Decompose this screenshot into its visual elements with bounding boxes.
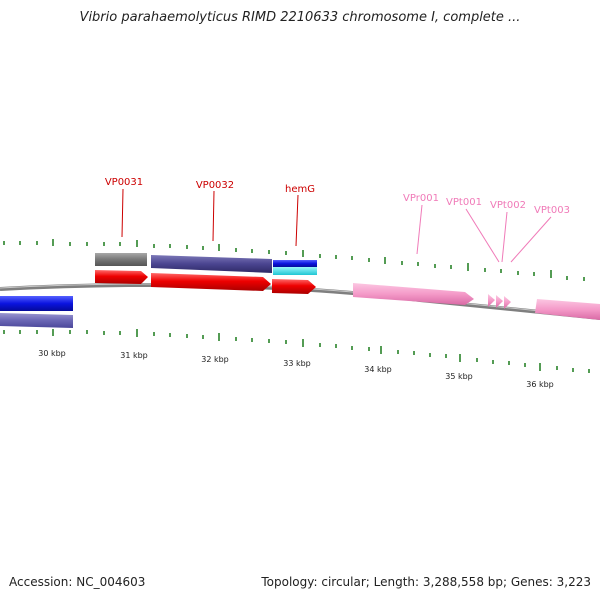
- cog-feature-slate[interactable]: [151, 255, 272, 273]
- trna-arrow-vpt003[interactable]: [504, 296, 511, 309]
- gene-label-vp0032[interactable]: VP0032: [196, 180, 234, 191]
- rna-feature-row: [353, 283, 600, 320]
- cog-feature-row: [0, 253, 317, 328]
- gene-label-vpt002[interactable]: VPt002: [490, 200, 526, 211]
- accession-text: Accession: NC_004603: [9, 575, 146, 589]
- scale-label-33: 33 kbp: [283, 359, 311, 368]
- label-leaders: [121, 188, 552, 263]
- cog-feature-cyan[interactable]: [273, 267, 317, 275]
- gene-labels: VP0031 VP0032 hemG VPr001 VPt001 VPt002 …: [105, 177, 570, 216]
- cds-arrow-vp0031[interactable]: [95, 270, 148, 284]
- cog-feature-gray[interactable]: [95, 253, 147, 266]
- scale-label-31: 31 kbp: [120, 351, 148, 360]
- scale-labels: 30 kbp 31 kbp 32 kbp 33 kbp 34 kbp 35 kb…: [38, 349, 554, 389]
- gene-label-vp0031[interactable]: VP0031: [105, 177, 143, 188]
- genome-summary-text: Topology: circular; Length: 3,288,558 bp…: [261, 575, 591, 589]
- map-title: Vibrio parahaemolyticus RIMD 2210633 chr…: [79, 10, 521, 25]
- scale-label-36: 36 kbp: [526, 380, 554, 389]
- cds-arrow-hemg[interactable]: [272, 279, 316, 294]
- cog-feature-lavender-left[interactable]: [0, 313, 73, 328]
- scale-label-30: 30 kbp: [38, 349, 66, 358]
- cds-arrow-vp0032[interactable]: [151, 273, 271, 291]
- gene-label-vpr001[interactable]: VPr001: [403, 193, 439, 204]
- cog-feature-blue[interactable]: [273, 260, 317, 267]
- scale-label-35: 35 kbp: [445, 372, 473, 381]
- lower-tick-ring: [3, 329, 590, 373]
- trna-arrow-vpt002[interactable]: [496, 295, 503, 308]
- cog-feature-blue-left[interactable]: [0, 296, 73, 311]
- gene-label-hemg[interactable]: hemG: [285, 184, 315, 195]
- scale-label-32: 32 kbp: [201, 355, 229, 364]
- upper-tick-ring: [3, 239, 585, 281]
- trna-arrow-vpt001[interactable]: [488, 294, 495, 307]
- cds-feature-row: [95, 270, 316, 294]
- rna-arrow-vpr001[interactable]: [353, 283, 474, 305]
- gene-label-vpt001[interactable]: VPt001: [446, 197, 482, 208]
- gene-label-vpt003[interactable]: VPt003: [534, 205, 570, 216]
- scale-label-34: 34 kbp: [364, 365, 392, 374]
- rna-arrow-right-edge[interactable]: [535, 299, 600, 320]
